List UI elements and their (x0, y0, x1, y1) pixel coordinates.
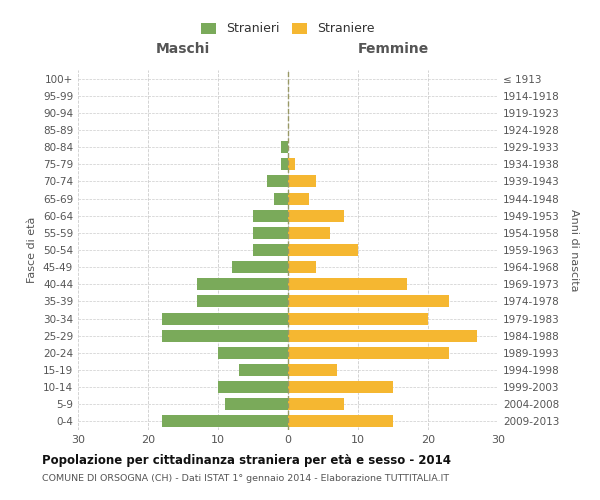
Bar (288, 192, 309, 204)
Bar (197, 296, 288, 308)
Bar (288, 227, 330, 239)
Y-axis label: Fasce di età: Fasce di età (28, 217, 37, 283)
Text: Popolazione per cittadinanza straniera per età e sesso - 2014: Popolazione per cittadinanza straniera p… (42, 454, 451, 467)
Bar (288, 381, 393, 393)
Bar (288, 416, 393, 428)
Bar (288, 312, 428, 324)
Legend: Stranieri, Straniere: Stranieri, Straniere (197, 18, 379, 39)
Y-axis label: Anni di nascita: Anni di nascita (569, 209, 579, 291)
Bar (253, 244, 288, 256)
Bar (162, 312, 288, 324)
Bar (288, 296, 449, 308)
Bar (253, 210, 288, 222)
Bar (274, 192, 288, 204)
Bar (288, 176, 316, 188)
Bar (288, 210, 344, 222)
Bar (288, 278, 407, 290)
Bar (288, 398, 344, 410)
Bar (239, 364, 288, 376)
Bar (288, 244, 358, 256)
Bar (232, 261, 288, 273)
Text: Femmine: Femmine (358, 42, 428, 56)
Bar (267, 176, 288, 188)
Bar (288, 347, 449, 359)
Bar (288, 364, 337, 376)
Bar (288, 261, 316, 273)
Text: Maschi: Maschi (156, 42, 210, 56)
Bar (253, 227, 288, 239)
Text: COMUNE DI ORSOGNA (CH) - Dati ISTAT 1° gennaio 2014 - Elaborazione TUTTITALIA.IT: COMUNE DI ORSOGNA (CH) - Dati ISTAT 1° g… (42, 474, 449, 483)
Bar (288, 158, 295, 170)
Bar (218, 347, 288, 359)
Bar (162, 416, 288, 428)
Bar (218, 381, 288, 393)
Bar (281, 141, 288, 153)
Bar (162, 330, 288, 342)
Bar (225, 398, 288, 410)
Bar (197, 278, 288, 290)
Bar (288, 330, 477, 342)
Bar (281, 158, 288, 170)
